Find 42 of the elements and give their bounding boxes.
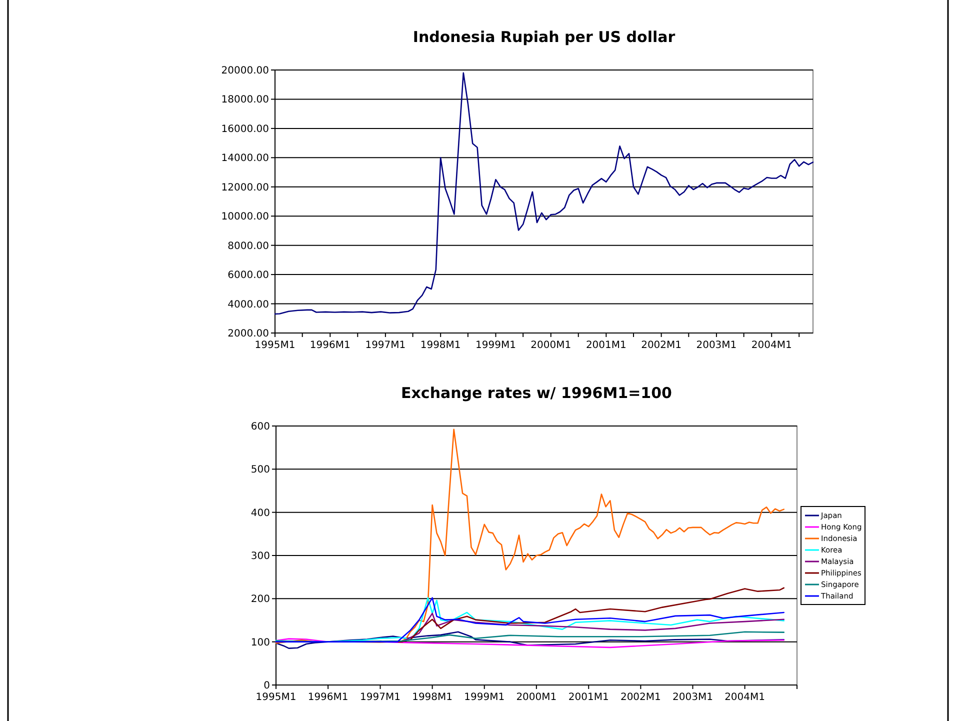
y-tick-label: 20000.00 xyxy=(221,66,269,76)
x-tick-label: 1996M1 xyxy=(308,692,348,703)
y-tick-label: 16000.00 xyxy=(221,124,269,135)
x-tick-label: 2000M1 xyxy=(530,340,572,351)
line-series xyxy=(275,428,785,644)
x-tick-label: 1996M1 xyxy=(310,340,350,351)
y-tick-label: 12000.00 xyxy=(221,182,269,194)
x-tick-label: 1998M1 xyxy=(412,692,453,703)
y-tick-label: 400 xyxy=(250,508,270,519)
y-tick-label: 100 xyxy=(250,637,270,648)
x-tick-label: 2001M1 xyxy=(568,692,609,703)
x-tick-label: 1998M1 xyxy=(420,340,461,351)
y-tick-label: 10000.00 xyxy=(221,212,269,223)
x-tick-label: 2002M1 xyxy=(641,340,682,351)
x-tick-label: 2004M1 xyxy=(724,692,766,703)
y-tick-label: 300 xyxy=(250,551,270,562)
y-tick-label: 18000.00 xyxy=(221,94,269,106)
x-tick-label: 2003M1 xyxy=(696,340,737,351)
x-tick-label: 1999M1 xyxy=(464,692,505,703)
y-tick-label: 8000.00 xyxy=(228,240,269,252)
line-series xyxy=(275,631,785,649)
chart-title: Indonesia Rupiah per US dollar xyxy=(412,28,676,46)
x-tick-label: 1997M1 xyxy=(365,340,406,351)
x-tick-label: 1995M1 xyxy=(254,340,296,351)
x-tick-label: 2001M1 xyxy=(586,340,626,351)
x-tick-label: 1999M1 xyxy=(476,340,516,351)
y-tick-label: 2000.00 xyxy=(228,328,269,340)
chart-title: Exchange rates w/ 1996M1=100 xyxy=(401,384,672,402)
x-tick-label: 2004M1 xyxy=(751,340,792,351)
x-tick-label: 2000M1 xyxy=(516,692,557,703)
x-tick-label: 2002M1 xyxy=(620,692,661,703)
x-tick-label: 2003M1 xyxy=(672,692,713,703)
y-tick-label: 200 xyxy=(250,594,270,606)
y-tick-label: 0 xyxy=(264,680,270,692)
y-tick-label: 14000.00 xyxy=(221,153,269,164)
x-tick-label: 1995M1 xyxy=(256,692,296,703)
y-tick-label: 600 xyxy=(250,422,270,432)
y-tick-label: 500 xyxy=(250,464,270,476)
y-tick-label: 4000.00 xyxy=(228,299,269,310)
x-tick-label: 1997M1 xyxy=(360,692,400,703)
y-tick-label: 6000.00 xyxy=(228,270,269,282)
line-series xyxy=(274,72,814,315)
